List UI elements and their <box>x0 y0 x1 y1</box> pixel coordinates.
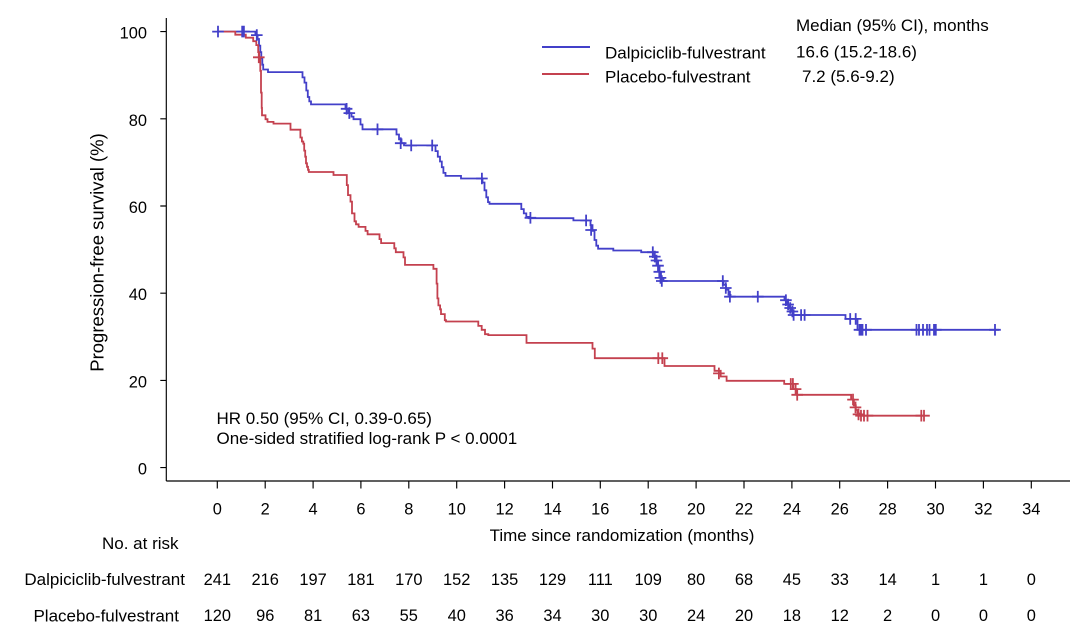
svg-text:8: 8 <box>404 500 413 518</box>
svg-text:197: 197 <box>299 571 326 589</box>
svg-text:81: 81 <box>304 607 322 625</box>
svg-text:Time since randomization (mont: Time since randomization (months) <box>490 526 755 545</box>
svg-text:20: 20 <box>735 607 753 625</box>
svg-text:7.2 (5.6-9.2): 7.2 (5.6-9.2) <box>802 67 895 86</box>
svg-text:34: 34 <box>1022 500 1040 518</box>
svg-text:111: 111 <box>588 571 613 589</box>
svg-text:36: 36 <box>495 607 513 625</box>
svg-text:60: 60 <box>129 199 147 217</box>
svg-text:80: 80 <box>687 571 705 589</box>
svg-text:135: 135 <box>491 571 518 589</box>
svg-text:HR 0.50 (95% CI, 0.39-0.65): HR 0.50 (95% CI, 0.39-0.65) <box>217 409 432 428</box>
svg-text:20: 20 <box>687 500 705 518</box>
svg-text:26: 26 <box>831 500 849 518</box>
svg-text:80: 80 <box>129 112 147 130</box>
svg-text:0: 0 <box>213 500 222 518</box>
svg-text:1: 1 <box>979 571 988 589</box>
svg-text:12: 12 <box>831 607 849 625</box>
svg-text:4: 4 <box>309 500 318 518</box>
svg-text:24: 24 <box>783 500 801 518</box>
svg-text:100: 100 <box>120 25 147 43</box>
svg-text:6: 6 <box>356 500 365 518</box>
svg-text:32: 32 <box>974 500 992 518</box>
svg-text:0: 0 <box>979 607 988 625</box>
svg-text:16.6 (15.2-18.6): 16.6 (15.2-18.6) <box>796 43 917 62</box>
svg-text:40: 40 <box>448 607 466 625</box>
svg-text:10: 10 <box>448 500 466 518</box>
svg-text:Placebo-fulvestrant: Placebo-fulvestrant <box>605 68 751 87</box>
svg-text:129: 129 <box>539 571 566 589</box>
svg-text:14: 14 <box>878 571 896 589</box>
svg-text:40: 40 <box>129 286 147 304</box>
svg-text:216: 216 <box>252 571 279 589</box>
svg-text:55: 55 <box>400 607 418 625</box>
svg-text:One-sided stratified log-rank: One-sided stratified log-rank P < 0.0001 <box>217 429 518 448</box>
svg-text:0: 0 <box>931 607 940 625</box>
svg-text:2: 2 <box>261 500 270 518</box>
svg-text:16: 16 <box>591 500 609 518</box>
svg-text:34: 34 <box>543 607 561 625</box>
svg-text:0: 0 <box>1027 571 1036 589</box>
svg-text:Median (95% CI), months: Median (95% CI), months <box>796 16 989 35</box>
svg-text:24: 24 <box>687 607 705 625</box>
svg-text:30: 30 <box>926 500 944 518</box>
svg-text:181: 181 <box>347 571 374 589</box>
svg-text:68: 68 <box>735 571 753 589</box>
svg-text:63: 63 <box>352 607 370 625</box>
svg-text:120: 120 <box>204 607 231 625</box>
svg-text:241: 241 <box>204 571 231 589</box>
svg-text:22: 22 <box>735 500 753 518</box>
svg-text:45: 45 <box>783 571 801 589</box>
svg-text:33: 33 <box>831 571 849 589</box>
svg-text:30: 30 <box>591 607 609 625</box>
svg-text:20: 20 <box>129 373 147 391</box>
svg-text:96: 96 <box>256 607 274 625</box>
svg-text:30: 30 <box>639 607 657 625</box>
svg-text:12: 12 <box>495 500 513 518</box>
svg-text:0: 0 <box>138 461 147 479</box>
svg-text:0: 0 <box>1027 607 1036 625</box>
svg-text:152: 152 <box>443 571 470 589</box>
svg-text:28: 28 <box>878 500 896 518</box>
svg-text:2: 2 <box>883 607 892 625</box>
svg-text:170: 170 <box>395 571 422 589</box>
svg-text:14: 14 <box>543 500 561 518</box>
svg-text:Progression-free survival (%): Progression-free survival (%) <box>87 133 108 372</box>
svg-text:18: 18 <box>783 607 801 625</box>
svg-text:109: 109 <box>635 571 662 589</box>
svg-text:No. at risk: No. at risk <box>102 534 179 553</box>
svg-text:Placebo-fulvestrant: Placebo-fulvestrant <box>33 606 179 625</box>
svg-text:Dalpiciclib-fulvestrant: Dalpiciclib-fulvestrant <box>605 44 766 63</box>
svg-text:18: 18 <box>639 500 657 518</box>
svg-text:1: 1 <box>931 571 940 589</box>
svg-text:Dalpiciclib-fulvestrant: Dalpiciclib-fulvestrant <box>24 570 185 589</box>
